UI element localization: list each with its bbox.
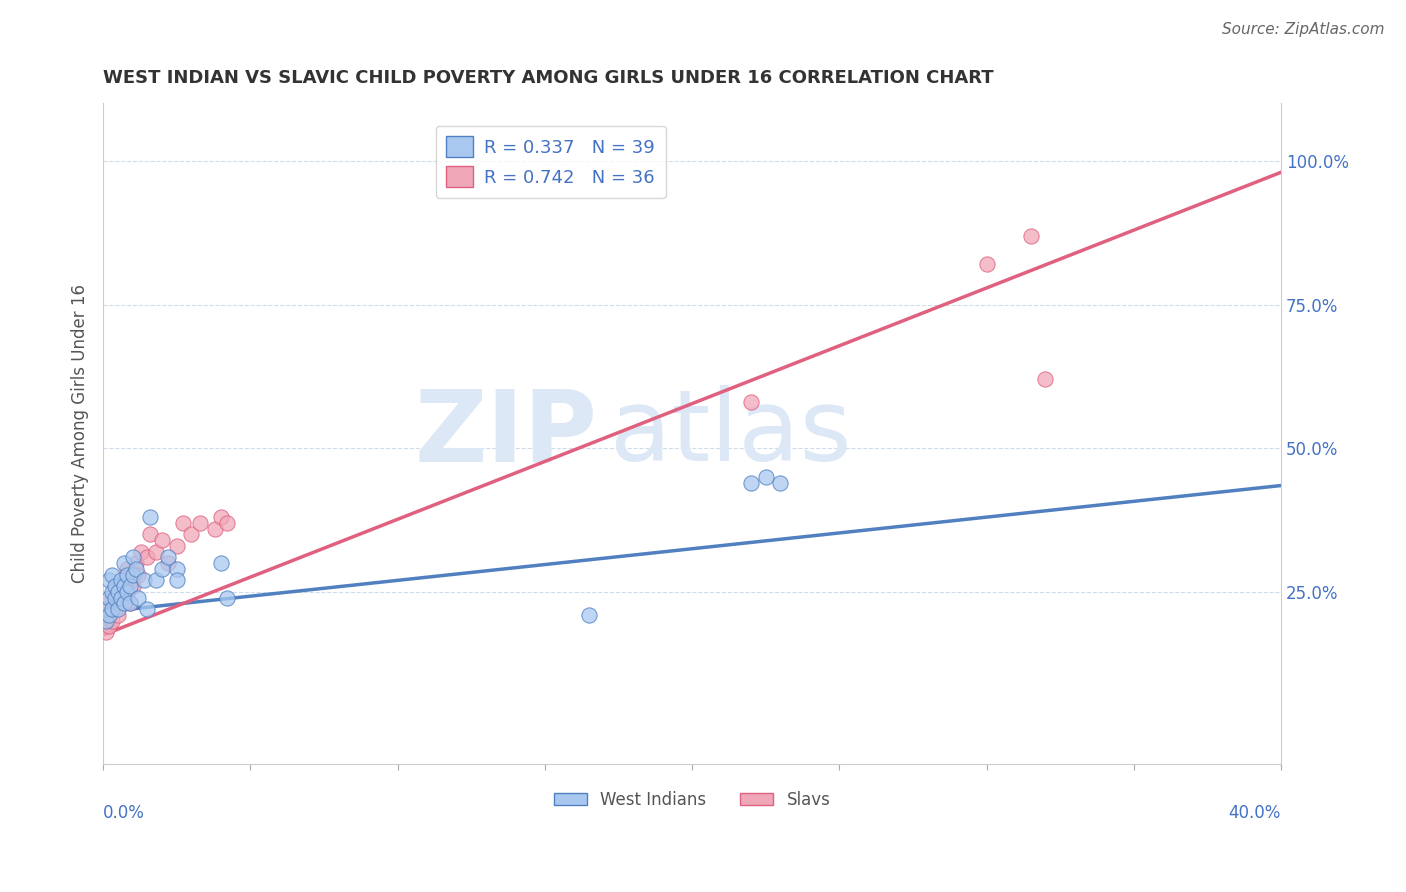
Point [166,562,188,576]
Point [110,591,132,605]
Point [112,596,135,610]
Point [172,516,194,530]
Point [104,585,127,599]
Point [139,527,162,541]
Point [98,574,121,588]
Point [124,562,146,576]
Point [131,544,153,558]
Point [136,550,159,565]
Point [115,562,138,576]
Point [104,602,127,616]
Point [115,585,138,599]
Point [107,591,129,605]
Point [107,607,129,622]
Point [121,550,143,565]
Point [209,556,232,570]
Point [215,591,238,605]
Point [118,596,141,610]
Text: ZIP: ZIP [415,385,598,483]
Point [101,585,124,599]
Point [121,579,143,593]
Point [215,516,238,530]
Point [101,602,124,616]
Point [107,602,129,616]
Point [150,533,173,548]
Y-axis label: Child Poverty Among Girls Under 16: Child Poverty Among Girls Under 16 [72,285,89,583]
Point [110,596,132,610]
Point [976,257,998,271]
Point [98,602,121,616]
Point [145,574,167,588]
Text: WEST INDIAN VS SLAVIC CHILD POVERTY AMONG GIRLS UNDER 16 CORRELATION CHART: WEST INDIAN VS SLAVIC CHILD POVERTY AMON… [103,69,994,87]
Point [94,614,117,628]
Point [769,475,792,490]
Point [94,614,117,628]
Point [101,591,124,605]
Point [112,556,135,570]
Point [166,539,188,553]
Point [98,619,121,633]
Text: 0.0%: 0.0% [103,804,145,822]
Point [112,574,135,588]
Point [145,544,167,558]
Point [121,567,143,582]
Point [156,556,179,570]
Point [166,574,188,588]
Point [127,591,149,605]
Point [139,510,162,524]
Point [134,574,156,588]
Point [94,602,117,616]
Point [110,574,132,588]
Point [740,395,762,409]
Point [124,556,146,570]
Point [112,579,135,593]
Point [104,579,127,593]
Point [118,574,141,588]
Point [209,510,232,524]
Point [755,470,778,484]
Point [188,516,211,530]
Point [94,625,117,640]
Point [98,591,121,605]
Point [156,550,179,565]
Point [180,527,202,541]
Point [104,591,127,605]
Text: 40.0%: 40.0% [1229,804,1281,822]
Point [115,567,138,582]
Point [127,567,149,582]
Point [107,585,129,599]
Point [136,602,159,616]
Point [101,567,124,582]
Point [578,607,600,622]
Point [1019,228,1042,243]
Point [204,522,226,536]
Legend: R = 0.337   N = 39, R = 0.742   N = 36: R = 0.337 N = 39, R = 0.742 N = 36 [436,126,666,198]
Point [118,596,141,610]
Point [118,579,141,593]
Point [740,475,762,490]
Point [150,562,173,576]
Point [98,607,121,622]
Text: Source: ZipAtlas.com: Source: ZipAtlas.com [1222,22,1385,37]
Point [115,585,138,599]
Point [101,614,124,628]
Point [1035,372,1057,386]
Text: atlas: atlas [610,385,851,483]
